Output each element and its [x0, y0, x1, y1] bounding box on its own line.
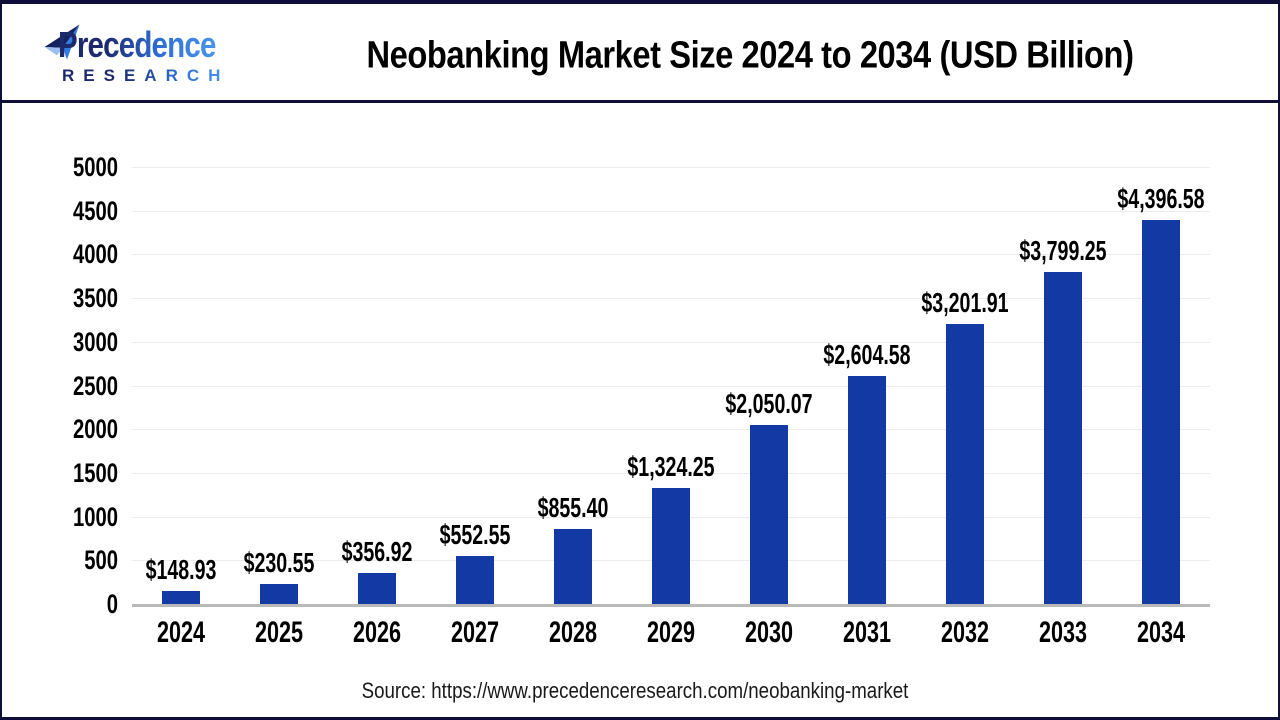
- gridline-4500: [132, 210, 1210, 212]
- value-label-2032: $3,201.91: [921, 287, 1009, 319]
- x-axis-line: [132, 604, 1210, 607]
- y-tick-1500: 1500: [72, 457, 118, 488]
- x-tick-2033: 2033: [1038, 616, 1088, 649]
- plot-area: $148.93 2024 $230.55 2025 $356.92 2026 $552.55…: [132, 167, 1210, 648]
- value-label-2025: $230.55: [243, 546, 315, 578]
- value-label-2027: $552.55: [439, 518, 511, 550]
- gridline-1500: [132, 472, 1210, 474]
- y-tick-4500: 4500: [72, 195, 118, 226]
- y-tick-2500: 2500: [72, 370, 118, 401]
- bar-2032: [946, 324, 984, 604]
- bar-2028: [554, 529, 592, 604]
- y-tick-3000: 3000: [72, 326, 118, 357]
- gridline-3500: [132, 298, 1210, 300]
- bar-2034: [1142, 219, 1180, 604]
- brand-logo: Precedence RESEARCH: [18, 16, 248, 92]
- x-tick-2027: 2027: [450, 616, 500, 649]
- value-label-2031: $2,604.58: [823, 339, 911, 371]
- gridline-3000: [132, 341, 1210, 343]
- y-tick-4000: 4000: [72, 239, 118, 270]
- x-tick-2029: 2029: [646, 616, 696, 649]
- bar-chart: 0 500 1000 1500 2000 2500 3000 3500 4000 4500 5000…: [2, 103, 1278, 663]
- header-divider: [2, 100, 1278, 103]
- y-tick-500: 500: [84, 545, 118, 576]
- value-label-2024: $148.93: [145, 553, 217, 585]
- page-title: Neobanking Market Size 2024 to 2034 (USD…: [366, 34, 1134, 77]
- y-tick-2000: 2000: [72, 414, 118, 445]
- bar-2030: [750, 424, 788, 604]
- bar-2031: [848, 376, 886, 604]
- x-tick-2032: 2032: [940, 616, 990, 649]
- gridline-4000: [132, 254, 1210, 256]
- bar-2033: [1044, 271, 1082, 604]
- x-tick-2025: 2025: [254, 616, 304, 649]
- y-tick-5000: 5000: [72, 152, 118, 182]
- x-tick-2026: 2026: [352, 616, 402, 649]
- paper-plane-icon: [44, 24, 80, 60]
- header: Precedence RESEARCH Neobanking Market Si…: [2, 4, 1278, 100]
- gridline-5000: [132, 167, 1210, 168]
- y-tick-0: 0: [106, 589, 118, 619]
- value-label-2028: $855.40: [537, 492, 609, 524]
- value-label-2029: $1,324.25: [627, 451, 715, 483]
- x-tick-2028: 2028: [548, 616, 598, 649]
- source-caption: Source: https://www.precedenceresearch.c…: [361, 678, 909, 703]
- x-tick-2034: 2034: [1136, 616, 1186, 649]
- value-label-2034: $4,396.58: [1117, 182, 1205, 214]
- bar-2026: [358, 572, 396, 604]
- x-tick-2024: 2024: [156, 616, 206, 649]
- bar-2025: [260, 583, 298, 604]
- value-label-2030: $2,050.07: [725, 387, 813, 419]
- y-tick-1000: 1000: [72, 501, 118, 532]
- value-label-2033: $3,799.25: [1019, 234, 1107, 266]
- brand-subtitle: RESEARCH: [62, 66, 230, 85]
- bar-2024: [162, 590, 200, 604]
- x-tick-2031: 2031: [842, 616, 892, 649]
- gridline-2500: [132, 385, 1210, 387]
- gridline-2000: [132, 429, 1210, 431]
- bar-2027: [456, 555, 494, 604]
- bar-2029: [652, 488, 690, 604]
- x-tick-2030: 2030: [744, 616, 794, 649]
- y-tick-3500: 3500: [72, 283, 118, 314]
- value-label-2026: $356.92: [341, 535, 413, 567]
- brand-name: Precedence: [58, 24, 216, 65]
